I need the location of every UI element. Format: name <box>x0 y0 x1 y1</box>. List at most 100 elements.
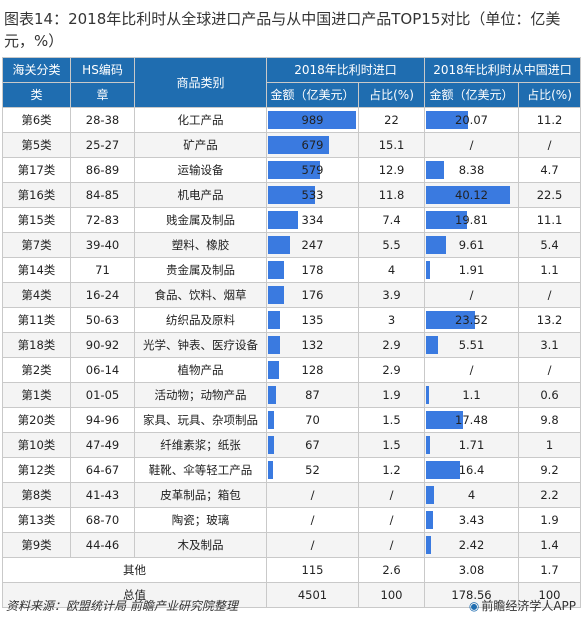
customs-class-cell: 第18类 <box>2 332 71 358</box>
china-amount-cell-bar <box>426 236 446 254</box>
china-amount-cell-bar <box>426 436 430 454</box>
customs-class-cell: 第17类 <box>2 157 71 183</box>
china-amount-cell: 9.61 <box>424 232 519 258</box>
global-share-cell: 2.9 <box>358 332 425 358</box>
customs-class-cell: 第2类 <box>2 357 71 383</box>
china-amount-cell: 20.07 <box>424 107 519 133</box>
hs-code-cell: 25-27 <box>70 132 135 158</box>
hs-code-cell: 72-83 <box>70 207 135 233</box>
global-amount-cell-value: 128 <box>301 363 324 377</box>
china-amount-cell: 1.91 <box>424 257 519 283</box>
china-amount-cell-value: 5.51 <box>458 338 485 352</box>
table-row: 第9类 44-46 木及制品 / / 2.42 1.4 <box>2 532 581 558</box>
china-amount-cell-value: 16.4 <box>458 463 485 477</box>
hs-code-cell: 50-63 <box>70 307 135 333</box>
global-share-cell: 11.8 <box>358 182 425 208</box>
global-amount-cell: 52 <box>266 457 359 483</box>
category-cell: 运输设备 <box>134 157 267 183</box>
global-amount-cell: 178 <box>266 257 359 283</box>
global-amount-cell-value: 533 <box>301 188 324 202</box>
global-amount-cell-bar <box>268 336 280 354</box>
table-row: 第16类 84-85 机电产品 533 11.8 40.12 22.5 <box>2 182 581 208</box>
global-amount-cell: 176 <box>266 282 359 308</box>
total-global-share: 100 <box>358 582 425 608</box>
header-customs-class-unit: 类 <box>2 82 71 108</box>
global-share-cell: 3.9 <box>358 282 425 308</box>
china-amount-cell-value: 20.07 <box>455 113 488 127</box>
china-amount-cell-value: / <box>469 363 474 377</box>
category-cell: 陶瓷；玻璃 <box>134 507 267 533</box>
china-share-cell: 4.7 <box>518 157 581 183</box>
global-share-cell: / <box>358 482 425 508</box>
global-amount-cell-value: 52 <box>305 463 320 477</box>
hs-code-cell: 39-40 <box>70 232 135 258</box>
china-amount-cell-bar <box>426 111 468 129</box>
category-cell: 化工产品 <box>134 107 267 133</box>
global-amount-cell-bar <box>268 236 290 254</box>
global-amount-cell-value: / <box>310 488 315 502</box>
global-share-cell: 15.1 <box>358 132 425 158</box>
category-cell: 塑料、橡胶 <box>134 232 267 258</box>
customs-class-cell: 第14类 <box>2 257 71 283</box>
global-amount-cell-bar <box>268 286 284 304</box>
china-share-cell: 1.9 <box>518 507 581 533</box>
hs-code-cell: 16-24 <box>70 282 135 308</box>
global-amount-cell-value: 135 <box>301 313 324 327</box>
global-amount-cell-bar <box>268 361 279 379</box>
global-amount-cell-value: 132 <box>301 338 324 352</box>
global-amount-cell-bar <box>268 161 320 179</box>
total-global-amount: 4501 <box>266 582 359 608</box>
china-amount-cell-bar <box>426 161 444 179</box>
brand-icon: ◉ <box>468 599 480 613</box>
china-amount-cell: 17.48 <box>424 407 519 433</box>
china-share-cell: 13.2 <box>518 307 581 333</box>
china-amount-cell: 8.38 <box>424 157 519 183</box>
other-row: 其他 115 2.6 3.08 1.7 <box>2 557 581 583</box>
table-row: 第15类 72-83 贱金属及制品 334 7.4 19.81 11.1 <box>2 207 581 233</box>
global-amount-cell: 579 <box>266 157 359 183</box>
hs-code-cell: 41-43 <box>70 482 135 508</box>
global-amount-cell-value: 176 <box>301 288 324 302</box>
global-share-cell: 7.4 <box>358 207 425 233</box>
china-amount-cell-value: 40.12 <box>455 188 488 202</box>
china-amount-cell-bar <box>426 486 434 504</box>
global-amount-cell: / <box>266 532 359 558</box>
table-row: 第7类 39-40 塑料、橡胶 247 5.5 9.61 5.4 <box>2 232 581 258</box>
china-amount-cell: / <box>424 357 519 383</box>
global-amount-cell-value: / <box>310 513 315 527</box>
china-share-cell: 9.2 <box>518 457 581 483</box>
global-amount-cell: 87 <box>266 382 359 408</box>
category-cell: 食品、饮料、烟草 <box>134 282 267 308</box>
china-share-cell: / <box>518 282 581 308</box>
customs-class-cell: 第16类 <box>2 182 71 208</box>
global-amount-cell-value: 679 <box>301 138 324 152</box>
china-share-cell: 0.6 <box>518 382 581 408</box>
china-share-cell: 3.1 <box>518 332 581 358</box>
hs-code-cell: 94-96 <box>70 407 135 433</box>
table-row: 第5类 25-27 矿产品 679 15.1 / / <box>2 132 581 158</box>
china-share-cell: 1.1 <box>518 257 581 283</box>
global-share-cell: 5.5 <box>358 232 425 258</box>
table-row: 第20类 94-96 家具、玩具、杂项制品 70 1.5 17.48 9.8 <box>2 407 581 433</box>
hs-code-cell: 06-14 <box>70 357 135 383</box>
category-cell: 活动物；动物产品 <box>134 382 267 408</box>
global-amount-cell-bar <box>268 186 315 204</box>
china-amount-cell-value: / <box>469 138 474 152</box>
china-amount-cell-bar <box>426 536 431 554</box>
global-amount-cell: 679 <box>266 132 359 158</box>
category-cell: 纺织品及原料 <box>134 307 267 333</box>
table-row: 第11类 50-63 纺织品及原料 135 3 23.52 13.2 <box>2 307 581 333</box>
header-global-share: 占比(%) <box>358 82 425 108</box>
hs-code-cell: 86-89 <box>70 157 135 183</box>
hs-code-cell: 90-92 <box>70 332 135 358</box>
hs-code-cell: 68-70 <box>70 507 135 533</box>
china-share-cell: 22.5 <box>518 182 581 208</box>
china-amount-cell: 23.52 <box>424 307 519 333</box>
china-amount-cell: 1.1 <box>424 382 519 408</box>
category-cell: 皮革制品；箱包 <box>134 482 267 508</box>
china-amount-cell-value: 19.81 <box>455 213 488 227</box>
china-share-cell: 5.4 <box>518 232 581 258</box>
china-share-cell: / <box>518 132 581 158</box>
china-amount-cell: 3.43 <box>424 507 519 533</box>
global-amount-cell: 533 <box>266 182 359 208</box>
